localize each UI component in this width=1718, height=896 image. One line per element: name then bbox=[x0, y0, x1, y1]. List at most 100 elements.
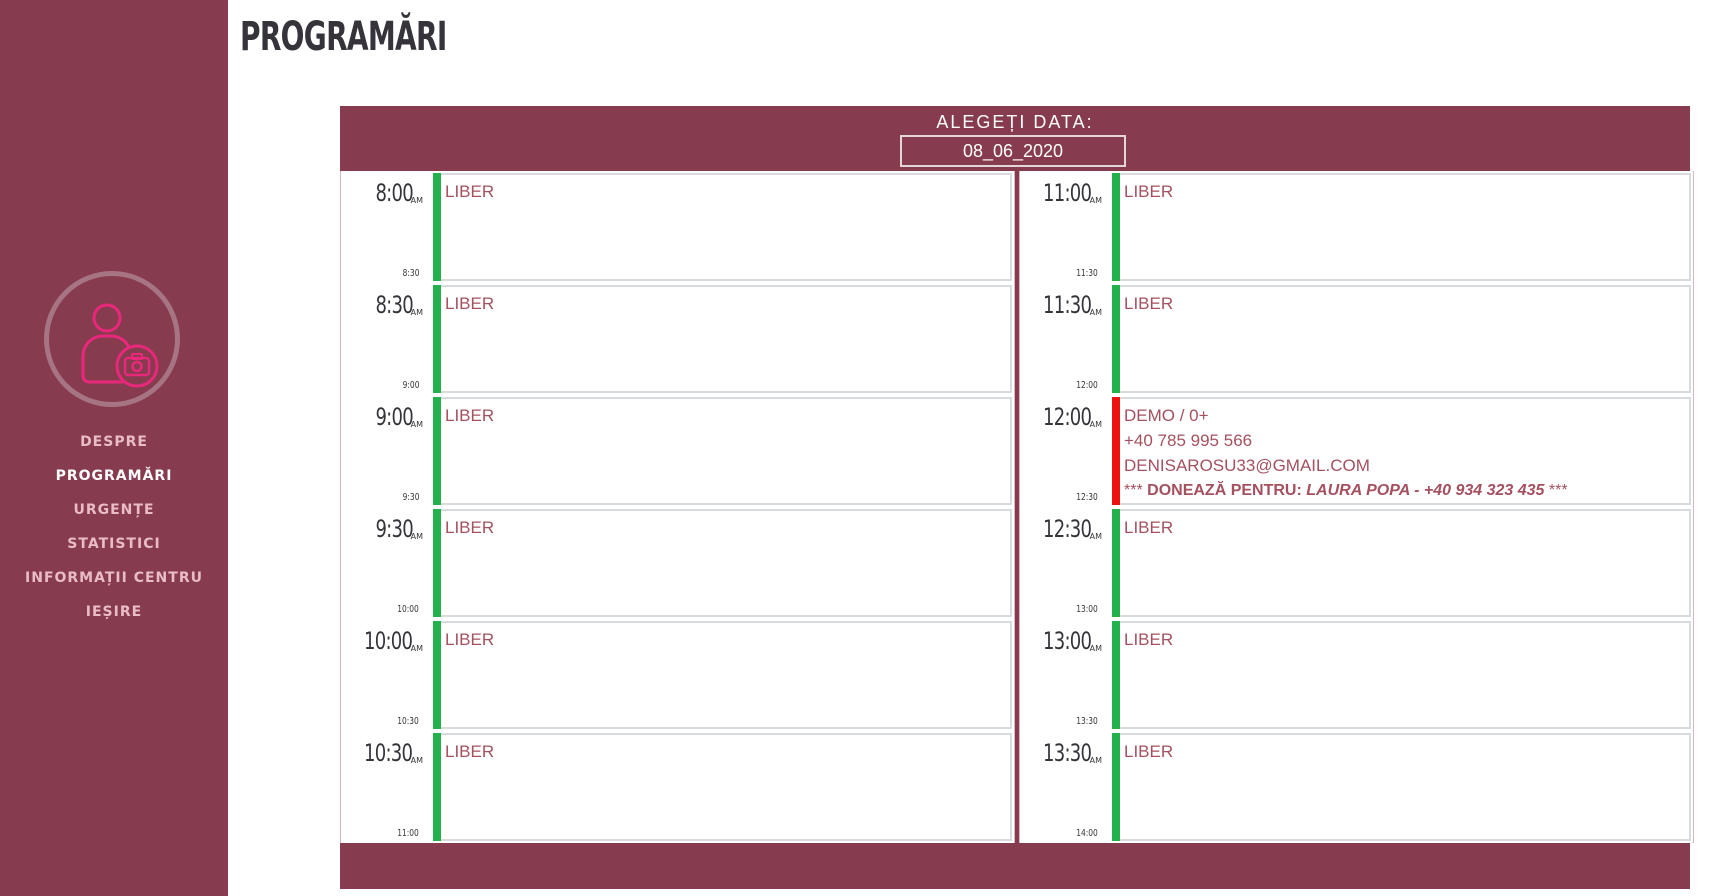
free-indicator bbox=[1112, 621, 1120, 729]
time-slot: 10:00AM 10:30 LIBER bbox=[341, 619, 1014, 731]
time-slot: 9:00AM 9:30 LIBER bbox=[341, 395, 1014, 507]
free-indicator bbox=[433, 509, 441, 617]
free-indicator bbox=[433, 173, 441, 281]
date-label: ALEGEȚI DATA: bbox=[936, 112, 1094, 132]
slot-details[interactable]: LIBER bbox=[441, 509, 1012, 617]
free-indicator bbox=[433, 621, 441, 729]
booked-indicator bbox=[1112, 397, 1120, 505]
slot-details[interactable]: LIBER bbox=[1120, 285, 1691, 393]
slot-end-time: 10:30 bbox=[397, 716, 419, 727]
slot-line: LIBER bbox=[1124, 742, 1174, 761]
free-indicator bbox=[433, 733, 441, 841]
slot-time: 9:00 bbox=[375, 403, 413, 431]
sidebar-item-2[interactable]: PROGRAMĂRI bbox=[55, 468, 173, 484]
slot-line: DENISAROSU33@GMAIL.COM bbox=[1124, 456, 1370, 475]
slot-start-time: 9:00AM bbox=[341, 403, 423, 431]
slot-ampm: AM bbox=[410, 196, 423, 205]
sidebar-item-5[interactable]: INFORMAȚII CENTRU bbox=[25, 570, 203, 586]
slot-line: LIBER bbox=[1124, 518, 1174, 537]
sidebar-item-4[interactable]: STATISTICI bbox=[67, 536, 161, 552]
slot-ampm: AM bbox=[1089, 756, 1102, 765]
slot-line: DEMO / 0+ bbox=[1124, 406, 1209, 425]
slot-line: LIBER bbox=[445, 742, 495, 761]
slot-time: 10:30 bbox=[364, 739, 413, 767]
donor-suffix: *** bbox=[1548, 482, 1568, 499]
time-slot: 11:00AM 11:30 LIBER bbox=[1020, 171, 1693, 283]
donor-prefix: *** bbox=[1124, 482, 1143, 499]
time-slot: 8:00AM 8:30 LIBER bbox=[341, 171, 1014, 283]
slot-start-time: 10:30AM bbox=[341, 739, 423, 767]
time-slot: 12:00AM 12:30 DEMO / 0+ +40 785 995 566 DENI… bbox=[1020, 395, 1693, 507]
slot-time: 11:30 bbox=[1043, 291, 1092, 319]
sidebar-item-6[interactable]: IEȘIRE bbox=[85, 604, 143, 620]
slot-start-time: 8:00AM bbox=[341, 179, 423, 207]
slot-start-time: 13:00AM bbox=[1020, 627, 1102, 655]
free-indicator bbox=[433, 397, 441, 505]
slot-end-time: 11:30 bbox=[1076, 268, 1098, 279]
slot-details[interactable]: LIBER bbox=[1120, 733, 1691, 841]
slot-details[interactable]: LIBER bbox=[441, 621, 1012, 729]
slot-ampm: AM bbox=[410, 644, 423, 653]
slot-time: 10:00 bbox=[364, 627, 413, 655]
slot-time: 12:00 bbox=[1043, 403, 1092, 431]
slot-end-time: 12:00 bbox=[1076, 380, 1098, 391]
sidebar-item-3[interactable]: URGENȚE bbox=[73, 502, 155, 518]
slot-ampm: AM bbox=[410, 532, 423, 541]
slot-ampm: AM bbox=[1089, 644, 1102, 653]
slot-line: LIBER bbox=[445, 630, 495, 649]
slot-details[interactable]: LIBER bbox=[1120, 173, 1691, 281]
slot-line: LIBER bbox=[445, 182, 495, 201]
slot-time: 12:30 bbox=[1043, 515, 1092, 543]
slot-details[interactable]: LIBER bbox=[441, 173, 1012, 281]
slot-time: 13:30 bbox=[1043, 739, 1092, 767]
slot-details[interactable]: DEMO / 0+ +40 785 995 566 DENISAROSU33@GMA… bbox=[1120, 397, 1691, 505]
free-indicator bbox=[1112, 509, 1120, 617]
slot-time: 13:00 bbox=[1043, 627, 1092, 655]
time-slot: 13:00AM 13:30 LIBER bbox=[1020, 619, 1693, 731]
user-camera-icon bbox=[81, 303, 159, 388]
slot-details[interactable]: LIBER bbox=[441, 733, 1012, 841]
slot-start-time: 11:30AM bbox=[1020, 291, 1102, 319]
date-picker-header: ALEGEȚI DATA: bbox=[340, 106, 1690, 172]
slot-details[interactable]: LIBER bbox=[441, 397, 1012, 505]
slot-end-time: 13:30 bbox=[1076, 716, 1098, 727]
slot-end-time: 9:00 bbox=[402, 380, 419, 391]
time-slot: 9:30AM 10:00 LIBER bbox=[341, 507, 1014, 619]
slot-line: LIBER bbox=[445, 406, 495, 425]
slot-start-time: 10:00AM bbox=[341, 627, 423, 655]
time-slot: 12:30AM 13:00 LIBER bbox=[1020, 507, 1693, 619]
slot-end-time: 12:30 bbox=[1076, 492, 1098, 503]
free-indicator bbox=[1112, 733, 1120, 841]
slot-end-time: 8:30 bbox=[402, 268, 419, 279]
time-slot: 13:30AM 14:00 LIBER bbox=[1020, 731, 1693, 843]
slot-details[interactable]: LIBER bbox=[1120, 509, 1691, 617]
slot-details[interactable]: LIBER bbox=[1120, 621, 1691, 729]
slot-start-time: 8:30AM bbox=[341, 291, 423, 319]
free-indicator bbox=[433, 285, 441, 393]
slot-end-time: 13:00 bbox=[1076, 604, 1098, 615]
slot-ampm: AM bbox=[1089, 308, 1102, 317]
slot-line: LIBER bbox=[1124, 630, 1174, 649]
free-indicator bbox=[1112, 173, 1120, 281]
slot-line: LIBER bbox=[445, 518, 495, 537]
slot-end-time: 9:30 bbox=[402, 492, 419, 503]
donor-label: DONEAZĂ PENTRU: bbox=[1147, 482, 1302, 499]
donor-line: *** DONEAZĂ PENTRU: LAURA POPA - +40 934… bbox=[1124, 478, 1689, 503]
slot-time: 8:00 bbox=[375, 179, 413, 207]
donor-name: LAURA POPA - +40 934 323 435 bbox=[1306, 482, 1545, 499]
slot-details[interactable]: LIBER bbox=[441, 285, 1012, 393]
slot-start-time: 11:00AM bbox=[1020, 179, 1102, 207]
sidebar-item-1[interactable]: DESPRE bbox=[80, 434, 148, 450]
date-input[interactable] bbox=[900, 135, 1126, 167]
sidebar-nav: DESPRE PROGRAMĂRI URGENȚE STATISTICI INFORMA… bbox=[0, 425, 228, 629]
slot-start-time: 9:30AM bbox=[341, 515, 423, 543]
column-divider bbox=[1015, 171, 1019, 843]
slot-ampm: AM bbox=[1089, 532, 1102, 541]
slot-time: 9:30 bbox=[375, 515, 413, 543]
slot-line: LIBER bbox=[1124, 294, 1174, 313]
profile-avatar[interactable] bbox=[44, 271, 180, 407]
slot-ampm: AM bbox=[410, 756, 423, 765]
slot-line: LIBER bbox=[1124, 182, 1174, 201]
slot-end-time: 10:00 bbox=[397, 604, 419, 615]
time-slot: 8:30AM 9:00 LIBER bbox=[341, 283, 1014, 395]
